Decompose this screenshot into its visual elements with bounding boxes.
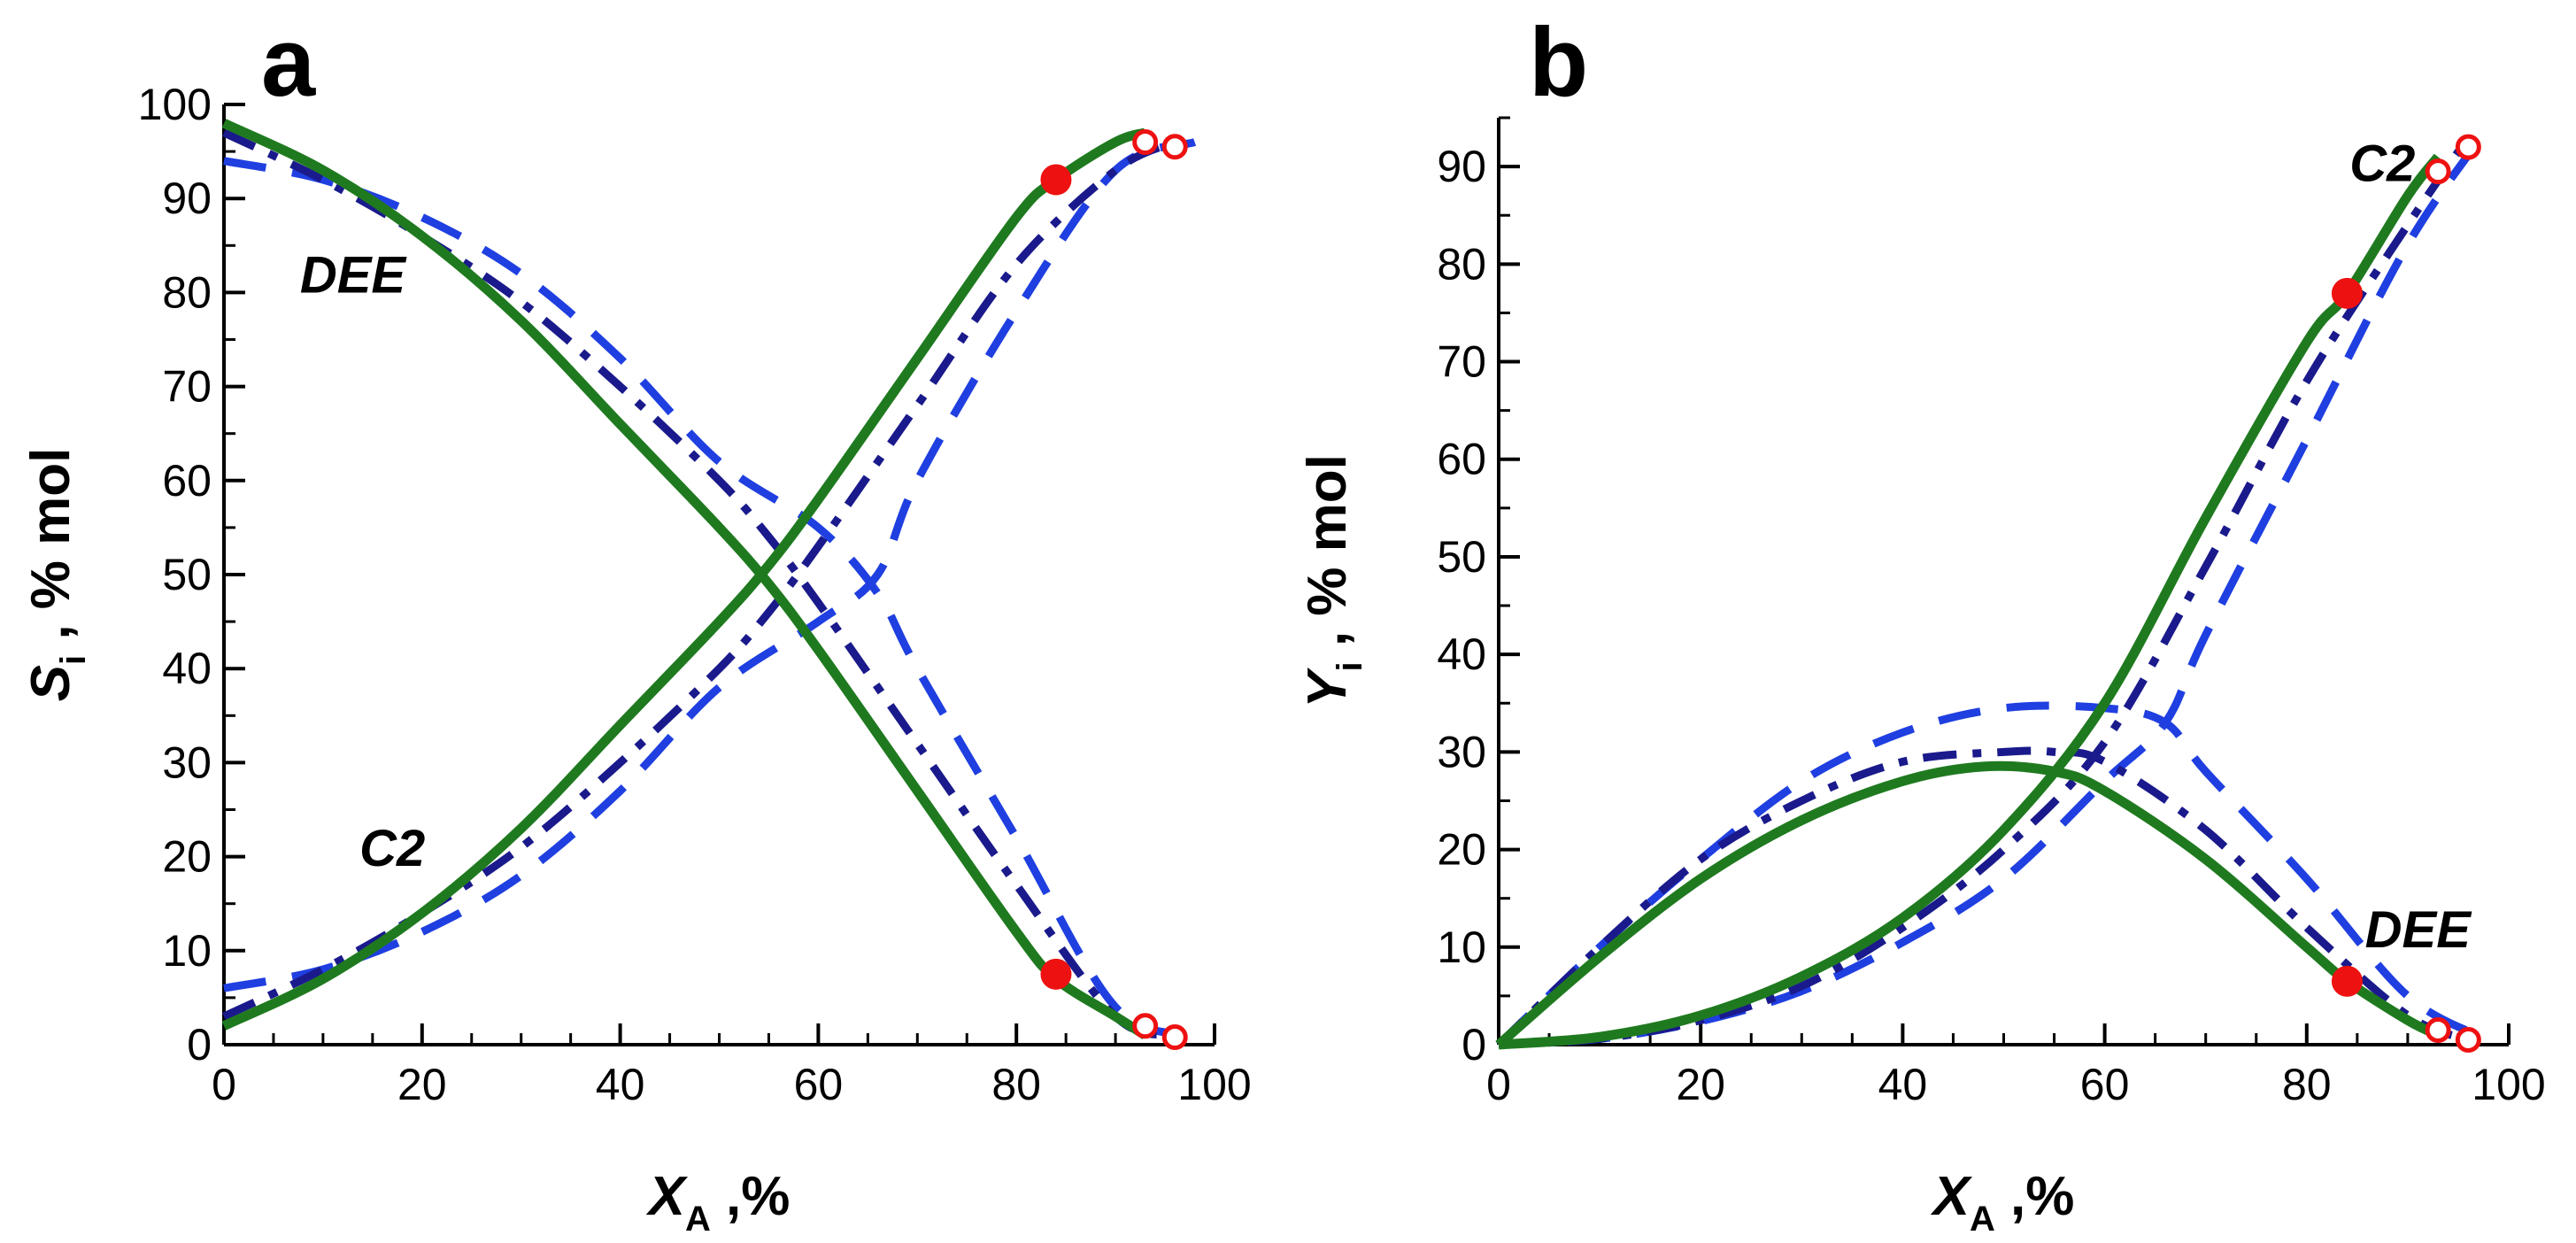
open-marker-b bbox=[2455, 1026, 2481, 1053]
open-marker-b bbox=[2425, 158, 2451, 185]
filled-marker-b bbox=[2331, 965, 2363, 997]
annotation-dee-a: DEE bbox=[300, 246, 408, 304]
x-tick-label-a: 20 bbox=[397, 1060, 447, 1109]
series-line-b-dee-dash-dot bbox=[1495, 746, 2471, 1048]
series-line-b-c2-dashed bbox=[1498, 125, 2492, 1049]
x-tick-label-a: 100 bbox=[1177, 1060, 1251, 1109]
x-axis-label-suffix-b: ,% bbox=[1995, 1166, 2075, 1227]
y-axis-label-sub-b: i bbox=[1330, 661, 1369, 671]
y-tick-label-a: 20 bbox=[162, 832, 212, 882]
x-axis-label-suffix-a: ,% bbox=[711, 1166, 791, 1227]
x-tick-label-b: 80 bbox=[2282, 1060, 2332, 1109]
y-axis-label-suffix-a: , % mol bbox=[20, 448, 81, 655]
y-axis-label-main-b: Y bbox=[1297, 667, 1358, 708]
y-tick-label-a: 90 bbox=[162, 174, 212, 223]
y-tick-label-a: 80 bbox=[162, 267, 212, 317]
y-axis-label-main-a: S bbox=[20, 665, 81, 701]
y-tick-label-b: 50 bbox=[1437, 532, 1486, 582]
x-tick-label-a: 60 bbox=[794, 1060, 844, 1109]
series-line-b-c2-solid bbox=[1498, 153, 2442, 1050]
x-axis-label-sub-a: A bbox=[685, 1200, 711, 1239]
y-axis-label-a: Si , % mol bbox=[20, 448, 93, 702]
open-marker-b bbox=[2455, 134, 2481, 160]
series-line-a-dee-solid bbox=[221, 119, 1148, 1040]
x-tick-label-b: 100 bbox=[2472, 1060, 2545, 1109]
x-tick-label-a: 40 bbox=[596, 1060, 645, 1109]
x-axis-label-b: XA ,% bbox=[1931, 1166, 2075, 1239]
x-tick-label-b: 60 bbox=[2080, 1060, 2130, 1109]
y-tick-label-a: 0 bbox=[187, 1020, 212, 1069]
y-axis-label-suffix-b: , % mol bbox=[1297, 454, 1358, 661]
y-tick-label-b: 10 bbox=[1437, 923, 1486, 972]
open-marker-a bbox=[1132, 1013, 1159, 1039]
series-line-a-c2-dashed bbox=[223, 138, 1197, 992]
y-tick-label-b: 80 bbox=[1437, 239, 1486, 289]
x-axis-label-sub-b: A bbox=[1970, 1200, 1995, 1239]
y-tick-label-b: 30 bbox=[1437, 727, 1486, 776]
y-tick-label-a: 30 bbox=[162, 737, 212, 787]
annotation-c2-a: C2 bbox=[359, 820, 425, 877]
y-tick-label-a: 100 bbox=[138, 80, 212, 129]
x-tick-label-a: 80 bbox=[991, 1060, 1041, 1109]
series-line-a-dee-dash-dot bbox=[222, 128, 1176, 1039]
x-tick-label-b: 40 bbox=[1878, 1060, 1928, 1109]
y-tick-label-b: 0 bbox=[1462, 1020, 1486, 1069]
open-marker-a bbox=[1161, 1024, 1188, 1051]
y-tick-label-b: 60 bbox=[1437, 435, 1486, 484]
open-marker-a bbox=[1161, 134, 1188, 160]
x-tick-label-b: 0 bbox=[1486, 1060, 1511, 1109]
x-axis-label-main-b: X bbox=[1931, 1166, 1973, 1227]
filled-marker-b bbox=[2331, 277, 2363, 309]
y-tick-label-b: 20 bbox=[1437, 825, 1486, 875]
y-tick-label-a: 10 bbox=[162, 926, 212, 976]
series-line-a-c2-solid bbox=[221, 127, 1147, 1031]
y-tick-label-b: 40 bbox=[1437, 629, 1486, 679]
open-marker-a bbox=[1132, 128, 1159, 155]
x-axis-label-main-a: X bbox=[646, 1166, 689, 1227]
open-marker-b bbox=[2425, 1016, 2451, 1043]
panel-letter-a: a bbox=[261, 8, 316, 117]
y-axis-label-sub-a: i bbox=[54, 655, 93, 665]
y-tick-label-a: 40 bbox=[162, 644, 212, 693]
filled-marker-a bbox=[1040, 164, 1072, 196]
series-line-a-dee-dashed bbox=[223, 157, 1197, 1039]
annotation-c2-b: C2 bbox=[2349, 135, 2415, 193]
x-axis-label-a: XA ,% bbox=[646, 1166, 791, 1239]
x-tick-label-b: 20 bbox=[1676, 1060, 1725, 1109]
y-tick-label-b: 70 bbox=[1437, 337, 1486, 387]
filled-marker-a bbox=[1040, 958, 1072, 990]
y-tick-label-a: 50 bbox=[162, 550, 212, 599]
panel-letter-b: b bbox=[1529, 8, 1588, 117]
annotation-dee-b: DEE bbox=[2365, 901, 2473, 959]
panel-a-chart: a 0 20 40 60 80 100 0 10 20 30 40 50 60 70 80 90 100 XA ,%… bbox=[20, 8, 1252, 1239]
panel-b-chart: b 0 20 40 60 80 100 0 10 20 30 40 50 60 70 80 90 XA ,% Yi … bbox=[1297, 8, 2546, 1239]
y-axis-label-b: Yi , % mol bbox=[1297, 454, 1369, 708]
x-tick-label-a: 0 bbox=[212, 1060, 236, 1109]
y-tick-label-a: 70 bbox=[162, 362, 212, 412]
y-tick-label-a: 60 bbox=[162, 456, 212, 506]
y-tick-label-b: 90 bbox=[1437, 142, 1486, 191]
